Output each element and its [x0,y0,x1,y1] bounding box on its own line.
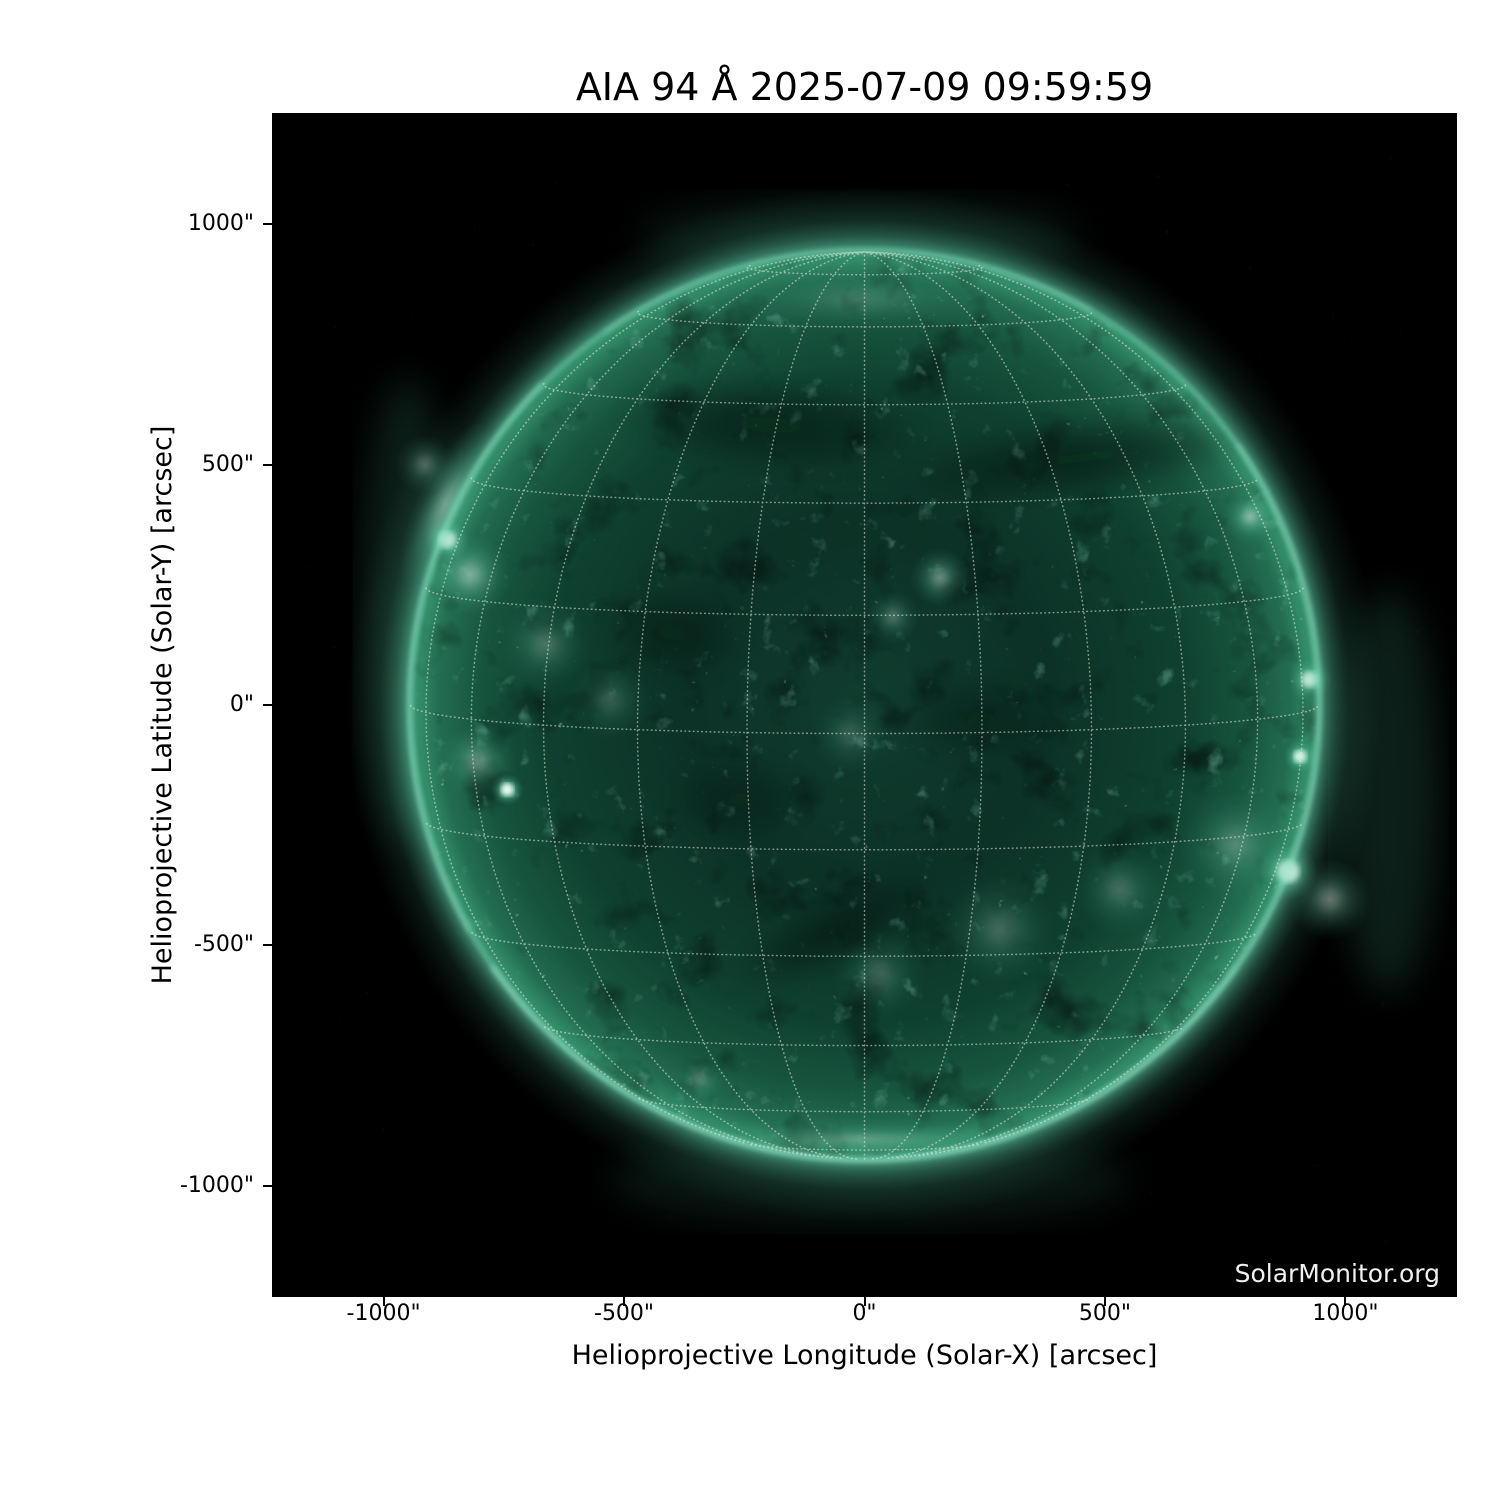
y-tick-mark [263,944,272,947]
y-tick-label: 1000" [187,211,254,237]
y-axis-label: Helioprojective Latitude (Solar-Y) [arcs… [146,425,178,985]
solar-disk-image [272,113,1457,1297]
plot-area: SolarMonitor.org [272,113,1457,1297]
x-tick-mark [1103,1297,1106,1306]
x-tick-label: 1000" [1312,1301,1379,1326]
x-tick-label: 500" [1078,1301,1132,1326]
x-tick-mark [382,1297,385,1306]
x-tick-mark [863,1297,866,1306]
x-tick-mark [1344,1297,1347,1306]
x-tick-label: -1000" [346,1301,421,1326]
y-tick-label: 0" [229,691,254,717]
x-tick-mark [623,1297,626,1306]
watermark: SolarMonitor.org [1234,1259,1440,1288]
x-tick-label: -500" [594,1301,655,1326]
y-tick-mark [263,463,272,466]
figure-title: AIA 94 Å 2025-07-09 09:59:59 [575,65,1154,109]
y-tick-mark [263,704,272,706]
y-tick-label: -500" [193,932,254,958]
x-axis-label: Helioprojective Longitude (Solar-X) [arc… [571,1340,1158,1371]
x-tick-label: 0" [852,1301,877,1326]
y-tick-mark [263,223,272,226]
frame-noise [272,113,1457,1297]
y-tick-label: 500" [201,451,254,477]
y-tick-label: -1000" [179,1172,254,1198]
y-tick-mark [263,1184,272,1187]
